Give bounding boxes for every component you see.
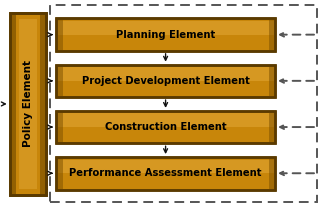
FancyBboxPatch shape xyxy=(56,111,63,143)
FancyBboxPatch shape xyxy=(10,13,16,195)
FancyBboxPatch shape xyxy=(56,157,63,189)
FancyBboxPatch shape xyxy=(56,64,63,97)
Text: Construction Element: Construction Element xyxy=(105,122,227,132)
FancyBboxPatch shape xyxy=(268,157,275,189)
FancyBboxPatch shape xyxy=(56,157,275,189)
Text: Planning Element: Planning Element xyxy=(116,30,215,40)
FancyBboxPatch shape xyxy=(56,18,275,51)
FancyBboxPatch shape xyxy=(58,21,274,35)
Text: Project Development Element: Project Development Element xyxy=(82,76,250,86)
FancyBboxPatch shape xyxy=(268,111,275,143)
FancyBboxPatch shape xyxy=(56,64,275,97)
FancyBboxPatch shape xyxy=(56,18,63,51)
FancyBboxPatch shape xyxy=(19,19,37,189)
Text: Performance Assessment Element: Performance Assessment Element xyxy=(69,168,262,178)
FancyBboxPatch shape xyxy=(58,113,274,127)
FancyBboxPatch shape xyxy=(10,13,46,195)
FancyBboxPatch shape xyxy=(268,18,275,51)
Bar xyxy=(50,5,317,202)
FancyBboxPatch shape xyxy=(40,13,46,195)
FancyBboxPatch shape xyxy=(56,111,275,143)
Text: Policy Element: Policy Element xyxy=(23,60,33,147)
FancyBboxPatch shape xyxy=(58,67,274,81)
FancyBboxPatch shape xyxy=(268,64,275,97)
FancyBboxPatch shape xyxy=(58,160,274,173)
